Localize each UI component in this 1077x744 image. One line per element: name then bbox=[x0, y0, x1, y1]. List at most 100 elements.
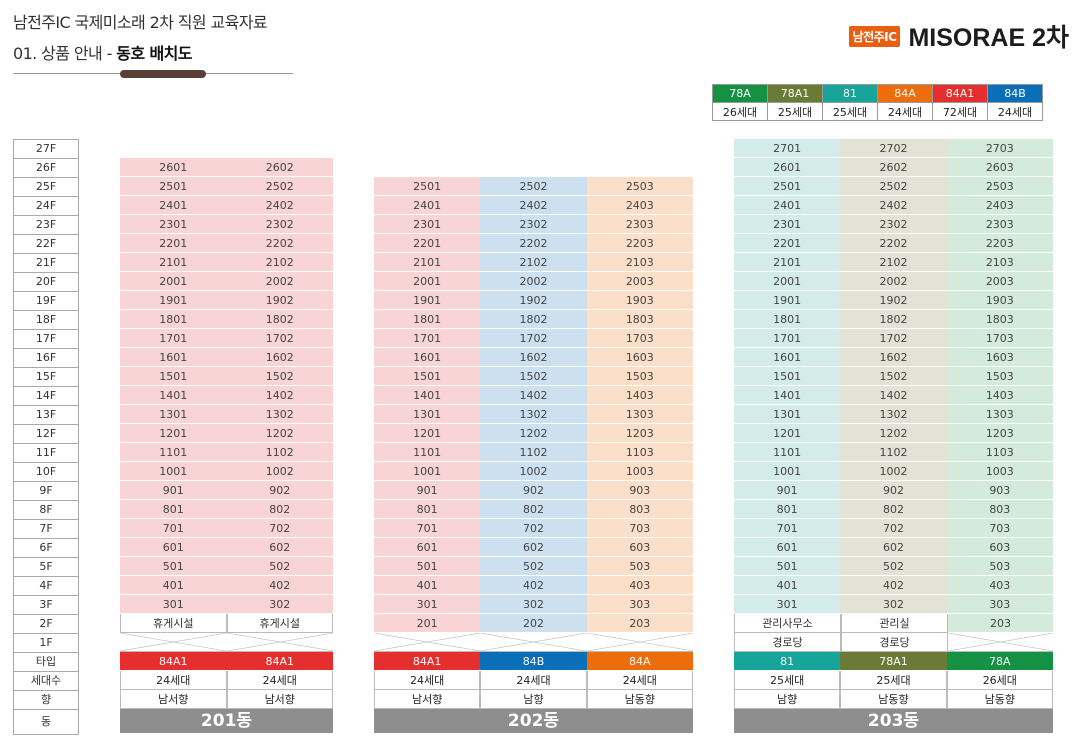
header-accent-pill bbox=[120, 70, 206, 78]
unit-cell: 803 bbox=[586, 500, 693, 519]
unit-cell: 2302 bbox=[480, 215, 587, 234]
unit-cell: 1502 bbox=[480, 367, 587, 386]
unit-cell: 1603 bbox=[586, 348, 693, 367]
unit-cell: 2403 bbox=[586, 196, 693, 215]
unit-cell: 2101 bbox=[374, 253, 481, 272]
unit-cell: 602 bbox=[840, 538, 947, 557]
unit-cell: 2502 bbox=[480, 177, 587, 196]
unit-cell: 1401 bbox=[120, 386, 227, 405]
unit-cell: 1302 bbox=[480, 405, 587, 424]
type-cell: 84A1 bbox=[120, 652, 227, 671]
unit-cell: 1102 bbox=[840, 443, 947, 462]
floor-label: 19F bbox=[13, 292, 79, 311]
unit-cell: 2202 bbox=[226, 234, 333, 253]
floor-label: 10F bbox=[13, 463, 79, 482]
unit-cell: 1801 bbox=[120, 310, 227, 329]
legend-count-84A1: 72세대 bbox=[932, 102, 988, 121]
type-cell: 78A bbox=[946, 652, 1053, 671]
legend-type-84A1: 84A1 bbox=[932, 84, 988, 103]
unit-cell: 2303 bbox=[946, 215, 1053, 234]
unit-cell: 1001 bbox=[734, 462, 841, 481]
unit-cell: 1703 bbox=[946, 329, 1053, 348]
unit-cell: 1201 bbox=[734, 424, 841, 443]
section-subtitle: 01. 상품 안내 - 동호 배치도 bbox=[13, 40, 192, 64]
floor-label: 4F bbox=[13, 577, 79, 596]
unit-cell: 302 bbox=[840, 595, 947, 614]
unit-cell: 2301 bbox=[120, 215, 227, 234]
unit-cell: 1101 bbox=[734, 443, 841, 462]
empty-cross-icon bbox=[374, 633, 480, 651]
unit-cell: 803 bbox=[946, 500, 1053, 519]
floor-label: 13F bbox=[13, 406, 79, 425]
empty-cell bbox=[480, 139, 586, 158]
unit-cell: 2701 bbox=[734, 139, 841, 158]
unit-cell: 1403 bbox=[946, 386, 1053, 405]
unit-cell: 202 bbox=[480, 614, 587, 633]
unit-cell: 902 bbox=[226, 481, 333, 500]
legend-type-84B: 84B bbox=[987, 84, 1043, 103]
unit-cell: 2101 bbox=[120, 253, 227, 272]
legend-count-84B: 24세대 bbox=[987, 102, 1043, 121]
facility-cell: 휴게시설 bbox=[226, 614, 333, 633]
unit-cell: 2401 bbox=[734, 196, 841, 215]
unit-cell: 603 bbox=[946, 538, 1053, 557]
unit-cell: 1902 bbox=[480, 291, 587, 310]
unit-cell: 2702 bbox=[840, 139, 947, 158]
unit-cell: 2603 bbox=[946, 158, 1053, 177]
unit-cell: 2203 bbox=[946, 234, 1053, 253]
unit-cell: 1603 bbox=[946, 348, 1053, 367]
unit-cell: 2001 bbox=[120, 272, 227, 291]
floor-label: 3F bbox=[13, 596, 79, 615]
type-cell: 84A bbox=[586, 652, 693, 671]
unit-cell: 2402 bbox=[480, 196, 587, 215]
unit-cell: 2501 bbox=[374, 177, 481, 196]
floor-label: 8F bbox=[13, 501, 79, 520]
unit-cell: 1301 bbox=[120, 405, 227, 424]
unit-cell: 2201 bbox=[120, 234, 227, 253]
legend-type-78A: 78A bbox=[712, 84, 768, 103]
unit-cell: 1301 bbox=[374, 405, 481, 424]
units-cell: 24세대 bbox=[226, 671, 333, 690]
facility-cell: 경로당 bbox=[841, 633, 948, 652]
section-subtitle-bold: 동호 배치도 bbox=[116, 44, 192, 63]
unit-cell: 402 bbox=[840, 576, 947, 595]
unit-cell: 2602 bbox=[840, 158, 947, 177]
units-cell: 24세대 bbox=[374, 671, 481, 690]
unit-cell: 1202 bbox=[480, 424, 587, 443]
unit-cell: 2201 bbox=[374, 234, 481, 253]
row-label: 타입 bbox=[13, 653, 79, 672]
floor-label: 14F bbox=[13, 387, 79, 406]
brand-logo: 남전주IC MISORAE 2차 bbox=[848, 18, 1069, 54]
pilotis-cell bbox=[480, 633, 587, 652]
unit-cell: 502 bbox=[840, 557, 947, 576]
empty-cross-icon bbox=[227, 633, 334, 651]
unit-cell: 1002 bbox=[226, 462, 333, 481]
unit-cell: 2401 bbox=[374, 196, 481, 215]
unit-cell: 1702 bbox=[840, 329, 947, 348]
unit-cell: 1701 bbox=[120, 329, 227, 348]
units-cell: 24세대 bbox=[586, 671, 693, 690]
unit-cell: 1303 bbox=[586, 405, 693, 424]
unit-cell: 2103 bbox=[586, 253, 693, 272]
unit-cell: 1101 bbox=[120, 443, 227, 462]
direction-cell: 남서향 bbox=[120, 690, 227, 709]
unit-cell: 1402 bbox=[226, 386, 333, 405]
unit-cell: 701 bbox=[734, 519, 841, 538]
empty-cell bbox=[587, 139, 693, 158]
unit-cell: 2202 bbox=[840, 234, 947, 253]
unit-cell: 1101 bbox=[374, 443, 481, 462]
unit-cell: 802 bbox=[226, 500, 333, 519]
unit-cell: 1901 bbox=[374, 291, 481, 310]
unit-cell: 1601 bbox=[374, 348, 481, 367]
unit-cell: 2101 bbox=[734, 253, 841, 272]
unit-cell: 2502 bbox=[226, 177, 333, 196]
floor-label: 21F bbox=[13, 254, 79, 273]
facility-cell: 관리실 bbox=[841, 614, 948, 633]
building-202: 2501 2502 2503 2401 2402 2403 2301 2302 2303 2201… bbox=[374, 139, 693, 733]
unit-cell: 703 bbox=[586, 519, 693, 538]
unit-cell: 1003 bbox=[946, 462, 1053, 481]
unit-cell: 403 bbox=[586, 576, 693, 595]
empty-cell bbox=[480, 158, 586, 177]
unit-cell: 303 bbox=[946, 595, 1053, 614]
building-203: 2701 2702 2703 2601 2602 2603 2501 2502 2503 2401… bbox=[734, 139, 1053, 733]
